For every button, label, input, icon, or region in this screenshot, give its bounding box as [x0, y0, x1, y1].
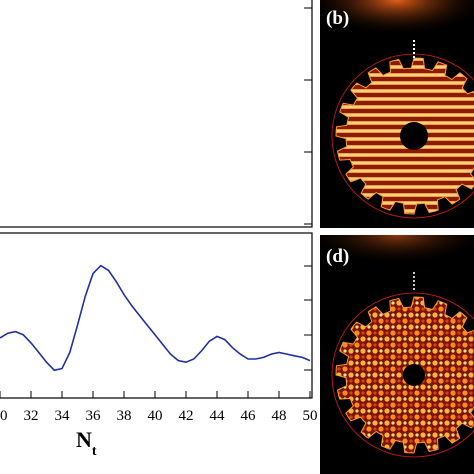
x-tick-label: 42: [179, 408, 194, 424]
field-map-d-boundary: [331, 292, 474, 458]
x-tick-label: 48: [272, 408, 287, 424]
x-tick-label: 50: [303, 408, 318, 424]
x-tick-label: 44: [210, 408, 226, 424]
series-points: [0, 265, 310, 370]
x-tick-label: 32: [24, 408, 39, 424]
field-map-b: (b): [320, 0, 474, 228]
x-axis-label-subscript: t: [92, 444, 97, 459]
x-tick-label: 34: [55, 408, 71, 424]
bottom-right-ticks: [304, 265, 312, 371]
field-map-b-glow: [320, 0, 474, 60]
top-plot-frame: [0, 0, 313, 228]
x-tick-label: 46: [241, 408, 257, 424]
bottom-tick-labels: 30 32 34 36 38 40 42 44 46 48 50: [0, 408, 318, 424]
field-map-d-glow: [320, 235, 474, 285]
x-tick-label: 38: [117, 408, 132, 424]
top-plot: [0, 0, 313, 228]
bottom-plot-frame: [0, 232, 313, 399]
x-axis-label-main: N: [76, 427, 92, 452]
field-map-d-core: [403, 364, 425, 386]
panel-label-b: (b): [326, 8, 349, 29]
panel-label-d: (d): [326, 246, 349, 267]
x-axis-label: Nt: [76, 427, 97, 459]
bottom-x-ticks: [0, 391, 311, 398]
series-line: [0, 264, 311, 372]
x-tick-label: 30: [0, 408, 8, 424]
x-tick-label: 36: [86, 408, 102, 424]
bottom-plot: 30 32 34 36 38 40 42 44 46 48 50 Nt: [0, 232, 318, 459]
x-tick-label: 40: [148, 408, 163, 424]
field-map-d: (d): [320, 235, 474, 474]
field-map-b-core: [400, 122, 428, 150]
top-right-ticks: [304, 7, 312, 225]
